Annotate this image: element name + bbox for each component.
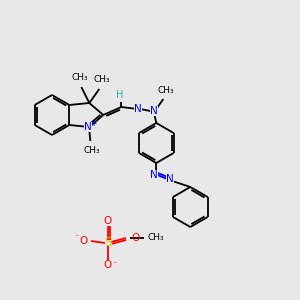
Text: ⁻: ⁻ [75,232,79,242]
Text: O: O [104,216,112,226]
Text: H: H [116,90,123,100]
Text: CH₃: CH₃ [83,146,100,155]
Text: N: N [167,174,174,184]
Text: O: O [80,236,88,246]
Text: N: N [134,104,142,114]
Text: CH₃: CH₃ [71,73,88,82]
Text: CH₃: CH₃ [148,233,165,242]
Text: O: O [104,260,112,270]
Text: S: S [104,236,112,250]
Text: O: O [131,233,139,243]
Text: +: + [90,118,97,127]
Text: N: N [150,170,158,180]
Text: N: N [150,106,158,116]
Text: CH₃: CH₃ [93,75,110,84]
Text: ⁻: ⁻ [113,260,117,268]
Text: N: N [84,122,92,132]
Text: CH₃: CH₃ [157,86,174,95]
